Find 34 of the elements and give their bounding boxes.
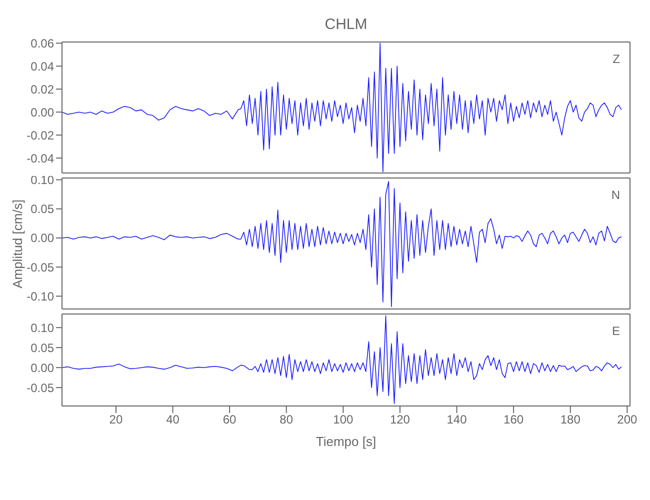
x-tick-label: 140 <box>446 412 468 427</box>
x-tick-label: 60 <box>222 412 237 427</box>
chart-title: CHLM <box>324 16 368 33</box>
annotation: E <box>612 324 620 338</box>
x-tick-label: 20 <box>109 412 123 427</box>
y-tick-label: 0.06 <box>30 36 54 50</box>
x-tick-label: 40 <box>166 412 180 427</box>
y-tick-label: 0.04 <box>30 59 54 74</box>
x-tick-label: 80 <box>280 412 294 427</box>
x-tick-label: 200 <box>617 412 638 427</box>
y-tick-label: 0.00 <box>30 231 54 246</box>
y-tick-label: -0.10 <box>26 289 54 304</box>
x-tick-label: 160 <box>504 412 524 427</box>
line-series <box>62 42 622 172</box>
line-series <box>62 181 622 308</box>
y-tick-label: 0.10 <box>30 320 54 335</box>
y-tick-label: 0.00 <box>30 360 54 375</box>
x-tick-label: 180 <box>560 412 581 427</box>
annotation: N <box>611 188 620 202</box>
y-tick-label: 0.05 <box>30 340 54 355</box>
y-tick-label: 0.00 <box>30 105 54 120</box>
y-tick-label: -0.02 <box>26 128 54 142</box>
x-tick-label: 120 <box>390 412 410 427</box>
annotation: Z <box>612 52 620 66</box>
y-tick-label: -0.04 <box>26 151 54 166</box>
y-tick-label: 0.05 <box>30 202 54 216</box>
y-tick-label: -0.05 <box>26 260 54 274</box>
y-tick-label: 0.10 <box>30 173 54 188</box>
y-tick-label: 0.02 <box>30 82 54 96</box>
line-series <box>62 315 622 404</box>
x-tick-label: 100 <box>333 412 354 427</box>
y-tick-label: -0.05 <box>26 380 54 395</box>
y-axis-title: Amplitud [cm/s] <box>10 200 26 288</box>
x-axis-title: Tiempo [s] <box>316 434 376 449</box>
